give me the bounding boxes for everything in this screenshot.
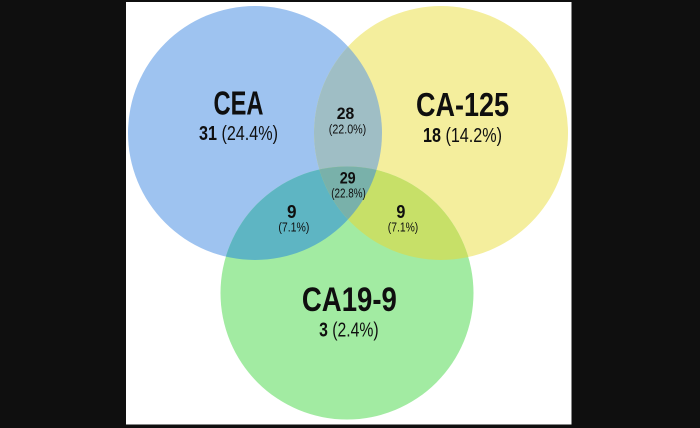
svg-text:28: 28 — [337, 104, 355, 123]
svg-text:31 (24.4%): 31 (24.4%) — [199, 123, 278, 145]
svg-text:(7.1%): (7.1%) — [278, 220, 309, 235]
svg-text:(7.1%): (7.1%) — [388, 220, 419, 235]
svg-text:9: 9 — [287, 202, 297, 222]
svg-text:(22.0%): (22.0%) — [329, 122, 367, 137]
svg-text:CA19-9: CA19-9 — [302, 281, 397, 319]
svg-text:(22.8%): (22.8%) — [331, 186, 366, 201]
svg-text:3 (2.4%): 3 (2.4%) — [319, 320, 379, 342]
svg-text:9: 9 — [396, 202, 405, 222]
svg-text:CA-125: CA-125 — [416, 86, 509, 123]
svg-text:18 (14.2%): 18 (14.2%) — [423, 125, 502, 147]
svg-text:29: 29 — [340, 168, 356, 187]
svg-text:CEA: CEA — [214, 85, 264, 122]
